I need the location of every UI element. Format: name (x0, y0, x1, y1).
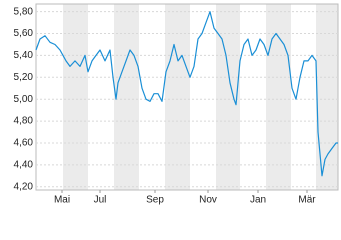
y-tick-label: 4,40 (14, 159, 34, 170)
y-tick-label: 4,60 (14, 138, 34, 149)
x-tick-label: Mai (54, 195, 70, 206)
x-tick-label: Nov (199, 195, 217, 206)
y-tick-label: 5,20 (14, 72, 34, 83)
price-line (35, 11, 338, 177)
y-tick-label: 4,80 (14, 116, 34, 127)
y-tick-label: 4,20 (14, 181, 34, 192)
y-tick-label: 5,60 (14, 28, 34, 39)
x-tick-label: Jul (94, 195, 107, 206)
chart: 4,20 4,40 4,60 4,80 5,00 5,20 5,40 5,60 5,80 Mai J… (14, 3, 339, 206)
x-tick-label: Sep (146, 195, 164, 206)
y-tick-label: 5,80 (14, 6, 34, 17)
band (165, 4, 190, 190)
x-tick-label: Mär (298, 195, 316, 206)
y-tick-label: 5,00 (14, 94, 34, 105)
band (316, 4, 338, 190)
month-bands (63, 4, 338, 190)
plot-frame (35, 3, 339, 191)
band (114, 4, 139, 190)
band (63, 4, 88, 190)
band (216, 4, 240, 190)
y-tick-label: 5,40 (14, 50, 34, 61)
x-tick-label: Jan (250, 195, 266, 206)
band (266, 4, 291, 190)
